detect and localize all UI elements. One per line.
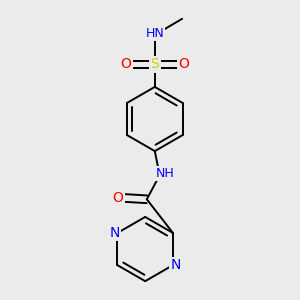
Text: N: N — [170, 258, 181, 272]
Text: O: O — [178, 57, 189, 71]
Text: NH: NH — [156, 167, 175, 180]
Text: HN: HN — [146, 27, 164, 40]
Text: O: O — [112, 191, 123, 205]
Text: S: S — [150, 57, 159, 71]
Text: N: N — [110, 226, 120, 240]
Text: O: O — [121, 57, 131, 71]
